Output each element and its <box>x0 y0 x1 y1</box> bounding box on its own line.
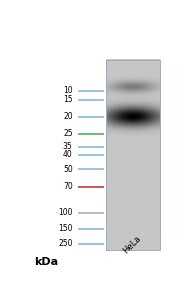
Text: 35: 35 <box>63 142 73 151</box>
Text: 15: 15 <box>63 95 73 104</box>
Text: 250: 250 <box>58 239 73 248</box>
Text: 150: 150 <box>58 224 73 233</box>
Text: 10: 10 <box>63 86 73 95</box>
Text: 25: 25 <box>63 129 73 138</box>
Text: kDa: kDa <box>34 257 58 268</box>
Text: 100: 100 <box>58 208 73 217</box>
Text: 40: 40 <box>63 150 73 159</box>
Text: 20: 20 <box>63 112 73 121</box>
Text: HeLa: HeLa <box>121 234 143 255</box>
FancyBboxPatch shape <box>106 60 160 250</box>
Text: 70: 70 <box>63 182 73 191</box>
Text: 50: 50 <box>63 165 73 174</box>
